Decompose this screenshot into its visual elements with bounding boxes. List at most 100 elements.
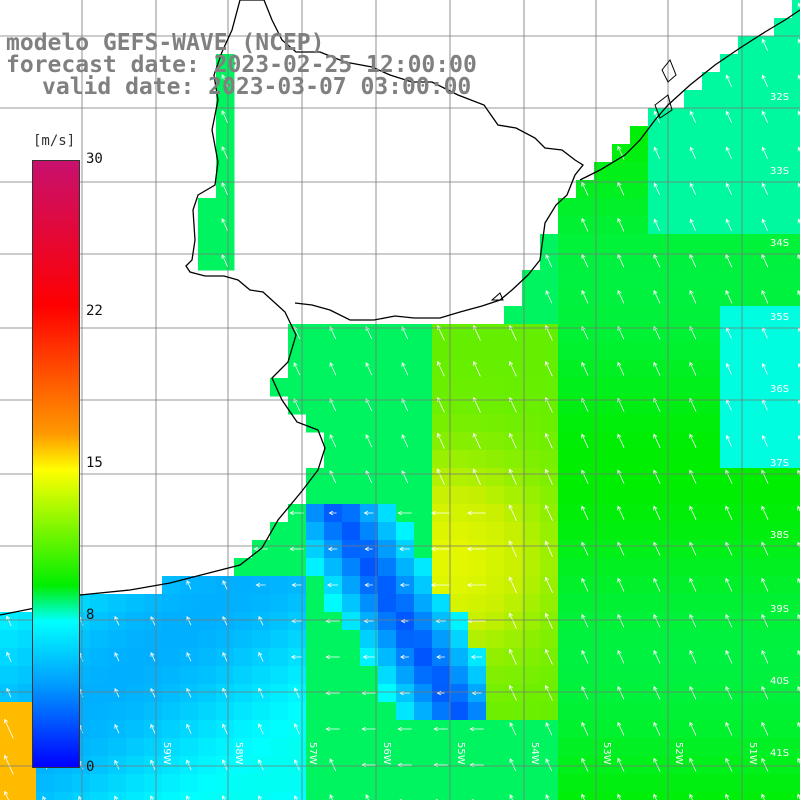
wind-speed-cell xyxy=(378,342,397,361)
wind-arrow xyxy=(797,146,800,152)
wind-speed-cell xyxy=(774,234,793,253)
wind-arrow xyxy=(725,218,732,231)
wind-speed-cell xyxy=(360,450,379,469)
wind-speed-cell xyxy=(72,792,91,800)
wind-speed-cell xyxy=(162,774,181,793)
wind-speed-cell xyxy=(306,522,325,541)
wind-speed-cell xyxy=(594,378,613,397)
wind-speed-cell xyxy=(792,648,800,667)
wind-speed-cell xyxy=(684,774,703,793)
wind-speed-cell xyxy=(684,702,703,721)
wind-speed-cell xyxy=(468,738,487,757)
wind-arrow xyxy=(797,110,800,116)
wind-speed-cell xyxy=(324,774,343,793)
wind-speed-cell xyxy=(306,342,325,361)
wind-speed-cell xyxy=(630,360,649,379)
wind-speed-cell xyxy=(594,486,613,505)
wind-speed-cell xyxy=(630,540,649,559)
wind-arrow xyxy=(761,74,768,87)
wind-speed-cell xyxy=(54,792,73,800)
wind-speed-cell xyxy=(684,342,703,361)
wind-arrow xyxy=(545,794,550,800)
wind-arrow xyxy=(222,723,228,735)
wind-speed-cell xyxy=(18,720,37,739)
wind-speed-cell xyxy=(144,702,163,721)
wind-speed-cell xyxy=(90,756,109,775)
wind-speed-cell xyxy=(198,774,217,793)
wind-arrow xyxy=(185,795,191,800)
wind-speed-cell xyxy=(756,54,775,73)
wind-arrow xyxy=(725,289,733,304)
wind-arrow xyxy=(761,38,768,51)
wind-speed-cell xyxy=(108,738,127,757)
wind-speed-cell xyxy=(702,342,721,361)
wind-speed-cell xyxy=(378,648,397,667)
wind-speed-cell xyxy=(432,594,451,613)
wind-speed-cell xyxy=(612,306,631,325)
wind-arrow xyxy=(401,398,409,412)
longitude-label: 51W xyxy=(747,742,758,765)
wind-speed-cell xyxy=(792,450,800,469)
wind-speed-cell xyxy=(738,144,757,163)
wind-speed-cell xyxy=(162,792,181,800)
wind-arrow xyxy=(725,110,732,123)
wind-arrow xyxy=(508,540,518,558)
wind-arrow xyxy=(797,2,800,8)
wind-speed-cell xyxy=(360,522,379,541)
wind-arrow xyxy=(508,432,517,449)
longitude-label: 55W xyxy=(455,742,466,765)
wind-speed-cell xyxy=(396,792,415,800)
wind-speed-cell xyxy=(684,594,703,613)
wind-speed-cell xyxy=(342,792,361,800)
wind-speed-cell xyxy=(648,306,667,325)
wind-arrow xyxy=(114,723,120,734)
wind-speed-cell xyxy=(504,414,523,433)
wind-speed-cell xyxy=(702,630,721,649)
wind-speed-cell xyxy=(504,702,523,721)
wind-speed-cell xyxy=(342,684,361,703)
wind-speed-cell xyxy=(450,648,469,667)
wind-speed-cell xyxy=(738,684,757,703)
wind-speed-cell xyxy=(594,684,613,703)
wind-speed-cell xyxy=(378,594,397,613)
wind-speed-cell xyxy=(774,306,793,325)
wind-speed-cell xyxy=(378,558,397,577)
wind-speed-cell xyxy=(702,504,721,523)
wind-speed-cell xyxy=(702,108,721,127)
wind-speed-cell xyxy=(648,558,667,577)
wind-speed-cell xyxy=(90,684,109,703)
wind-speed-cell xyxy=(360,792,379,800)
wind-speed-cell xyxy=(360,738,379,757)
wind-speed-cell xyxy=(450,540,469,559)
wind-speed-cell xyxy=(612,342,631,361)
wind-speed-cell xyxy=(378,522,397,541)
wind-speed-cell xyxy=(630,522,649,541)
wind-speed-cell xyxy=(738,306,757,325)
wind-arrow xyxy=(114,795,119,800)
colorbar-unit: [m/s] xyxy=(33,133,76,149)
wind-speed-cell xyxy=(756,378,775,397)
wind-arrow xyxy=(725,757,733,772)
wind-speed-cell xyxy=(774,720,793,739)
wind-arrow xyxy=(3,790,9,800)
wind-speed-cell xyxy=(576,270,595,289)
longitude-label: 56W xyxy=(381,742,392,765)
wind-arrow xyxy=(797,577,800,584)
wind-speed-cell xyxy=(450,576,469,595)
wind-speed-cell xyxy=(540,594,559,613)
wind-speed-cell xyxy=(648,486,667,505)
wind-arrow xyxy=(689,253,697,268)
wind-arrow xyxy=(581,757,589,772)
wind-speed-cell xyxy=(378,378,397,397)
wind-speed-cell xyxy=(0,666,19,685)
wind-speed-cell xyxy=(792,0,800,19)
wind-speed-cell xyxy=(414,774,433,793)
wind-speed-cell xyxy=(702,360,721,379)
wind-speed-cell xyxy=(792,144,800,163)
wind-arrow xyxy=(544,612,553,629)
wind-speed-cell xyxy=(666,630,685,649)
wind-speed-cell xyxy=(558,666,577,685)
wind-speed-cell xyxy=(306,486,325,505)
wind-arrow xyxy=(186,687,192,698)
wind-speed-cell xyxy=(774,666,793,685)
